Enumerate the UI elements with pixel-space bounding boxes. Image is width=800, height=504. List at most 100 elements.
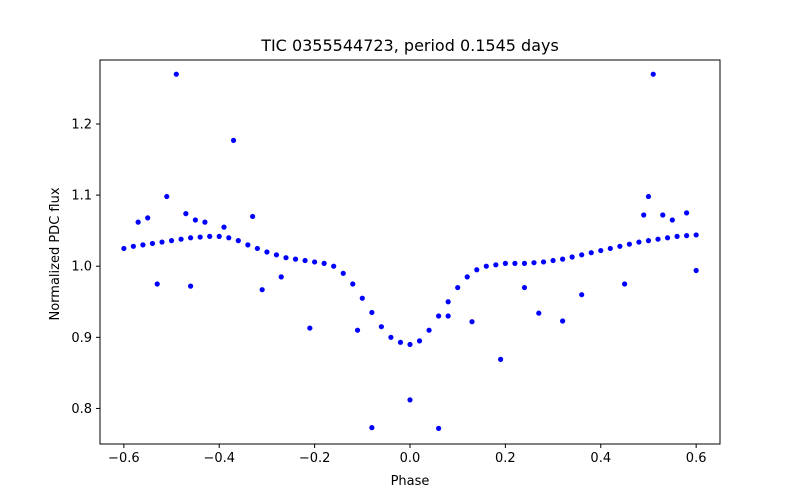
data-point [388,334,394,340]
data-point [321,260,327,266]
data-point [235,238,241,244]
data-point [636,239,642,245]
data-point [645,238,652,244]
data-point [641,212,647,218]
data-point [307,325,313,331]
data-point [674,233,680,239]
data-point [560,318,566,324]
x-tick-label: −0.2 [299,451,331,466]
data-point [579,252,585,258]
chart-title: TIC 0355544723, period 0.1545 days [260,36,559,55]
data-point [168,238,175,244]
data-point [436,425,442,431]
data-point [469,319,475,325]
data-point [359,295,365,301]
data-point [178,236,184,242]
data-point [283,255,289,261]
y-tick-label: 0.8 [71,402,92,417]
y-tick-label: 0.9 [71,331,92,346]
data-point [483,263,489,269]
data-point [292,256,299,262]
data-point [536,310,542,316]
data-point [397,339,404,345]
data-point [264,249,270,255]
data-point [197,234,203,240]
data-point [149,240,156,247]
data-point [426,327,432,333]
data-point [455,284,461,291]
data-point [607,245,613,252]
data-point [684,210,690,216]
data-point [331,263,337,269]
data-point [407,341,413,348]
data-point [416,338,423,344]
data-point [312,259,318,265]
data-point [693,267,699,274]
data-point [569,254,575,260]
data-point [273,252,280,258]
data-point [350,281,356,287]
data-point [660,212,666,218]
data-points [121,71,699,431]
data-point [693,232,699,238]
data-point [192,217,198,223]
data-point [302,257,308,264]
data-point [140,242,146,248]
x-tick-label: 0.4 [590,451,611,466]
data-point [684,233,690,239]
data-point [221,224,227,230]
data-point [130,243,136,249]
data-point [202,219,208,225]
data-point [183,211,189,217]
data-point [188,235,194,241]
data-point [164,193,170,200]
data-point [579,292,585,298]
x-tick-label: 0.6 [686,451,707,466]
data-point [369,309,375,316]
data-point [550,257,556,264]
data-point [354,327,361,333]
data-point [121,245,127,252]
data-point [259,287,265,293]
data-point [369,425,375,431]
data-point [669,217,675,223]
data-point [407,397,413,403]
data-point [531,260,537,266]
x-axis-ticks: −0.6 −0.4 −0.2 0.0 0.2 0.4 0.6 [108,444,706,466]
data-point [278,274,284,280]
data-point [254,245,260,252]
data-point [436,313,442,319]
x-axis-label: Phase [391,474,430,489]
data-point [650,71,656,77]
data-point [216,233,222,239]
y-axis-label: Normalized PDC flux [48,187,63,320]
data-point [598,247,604,254]
data-point [655,236,661,242]
data-point [617,243,623,249]
data-point [173,71,179,77]
data-point [188,283,194,289]
data-point [664,235,671,241]
x-tick-label: −0.6 [108,451,140,466]
plot-area-frame [99,59,721,445]
data-point [145,215,151,221]
y-tick-label: 1.0 [71,260,92,275]
data-point [521,284,528,291]
x-tick-label: 0.0 [400,451,421,466]
x-tick-label: −0.4 [203,451,235,466]
y-axis-ticks: 0.8 0.9 1.0 1.1 1.2 [71,118,100,417]
data-point [135,219,141,225]
data-point [498,356,504,362]
data-point [521,260,528,266]
data-point [645,193,652,200]
data-point [445,313,451,319]
data-point [502,260,508,266]
data-point [250,213,256,220]
data-point [378,324,384,330]
data-point [159,239,165,245]
data-point [245,242,251,248]
data-point [512,260,518,266]
